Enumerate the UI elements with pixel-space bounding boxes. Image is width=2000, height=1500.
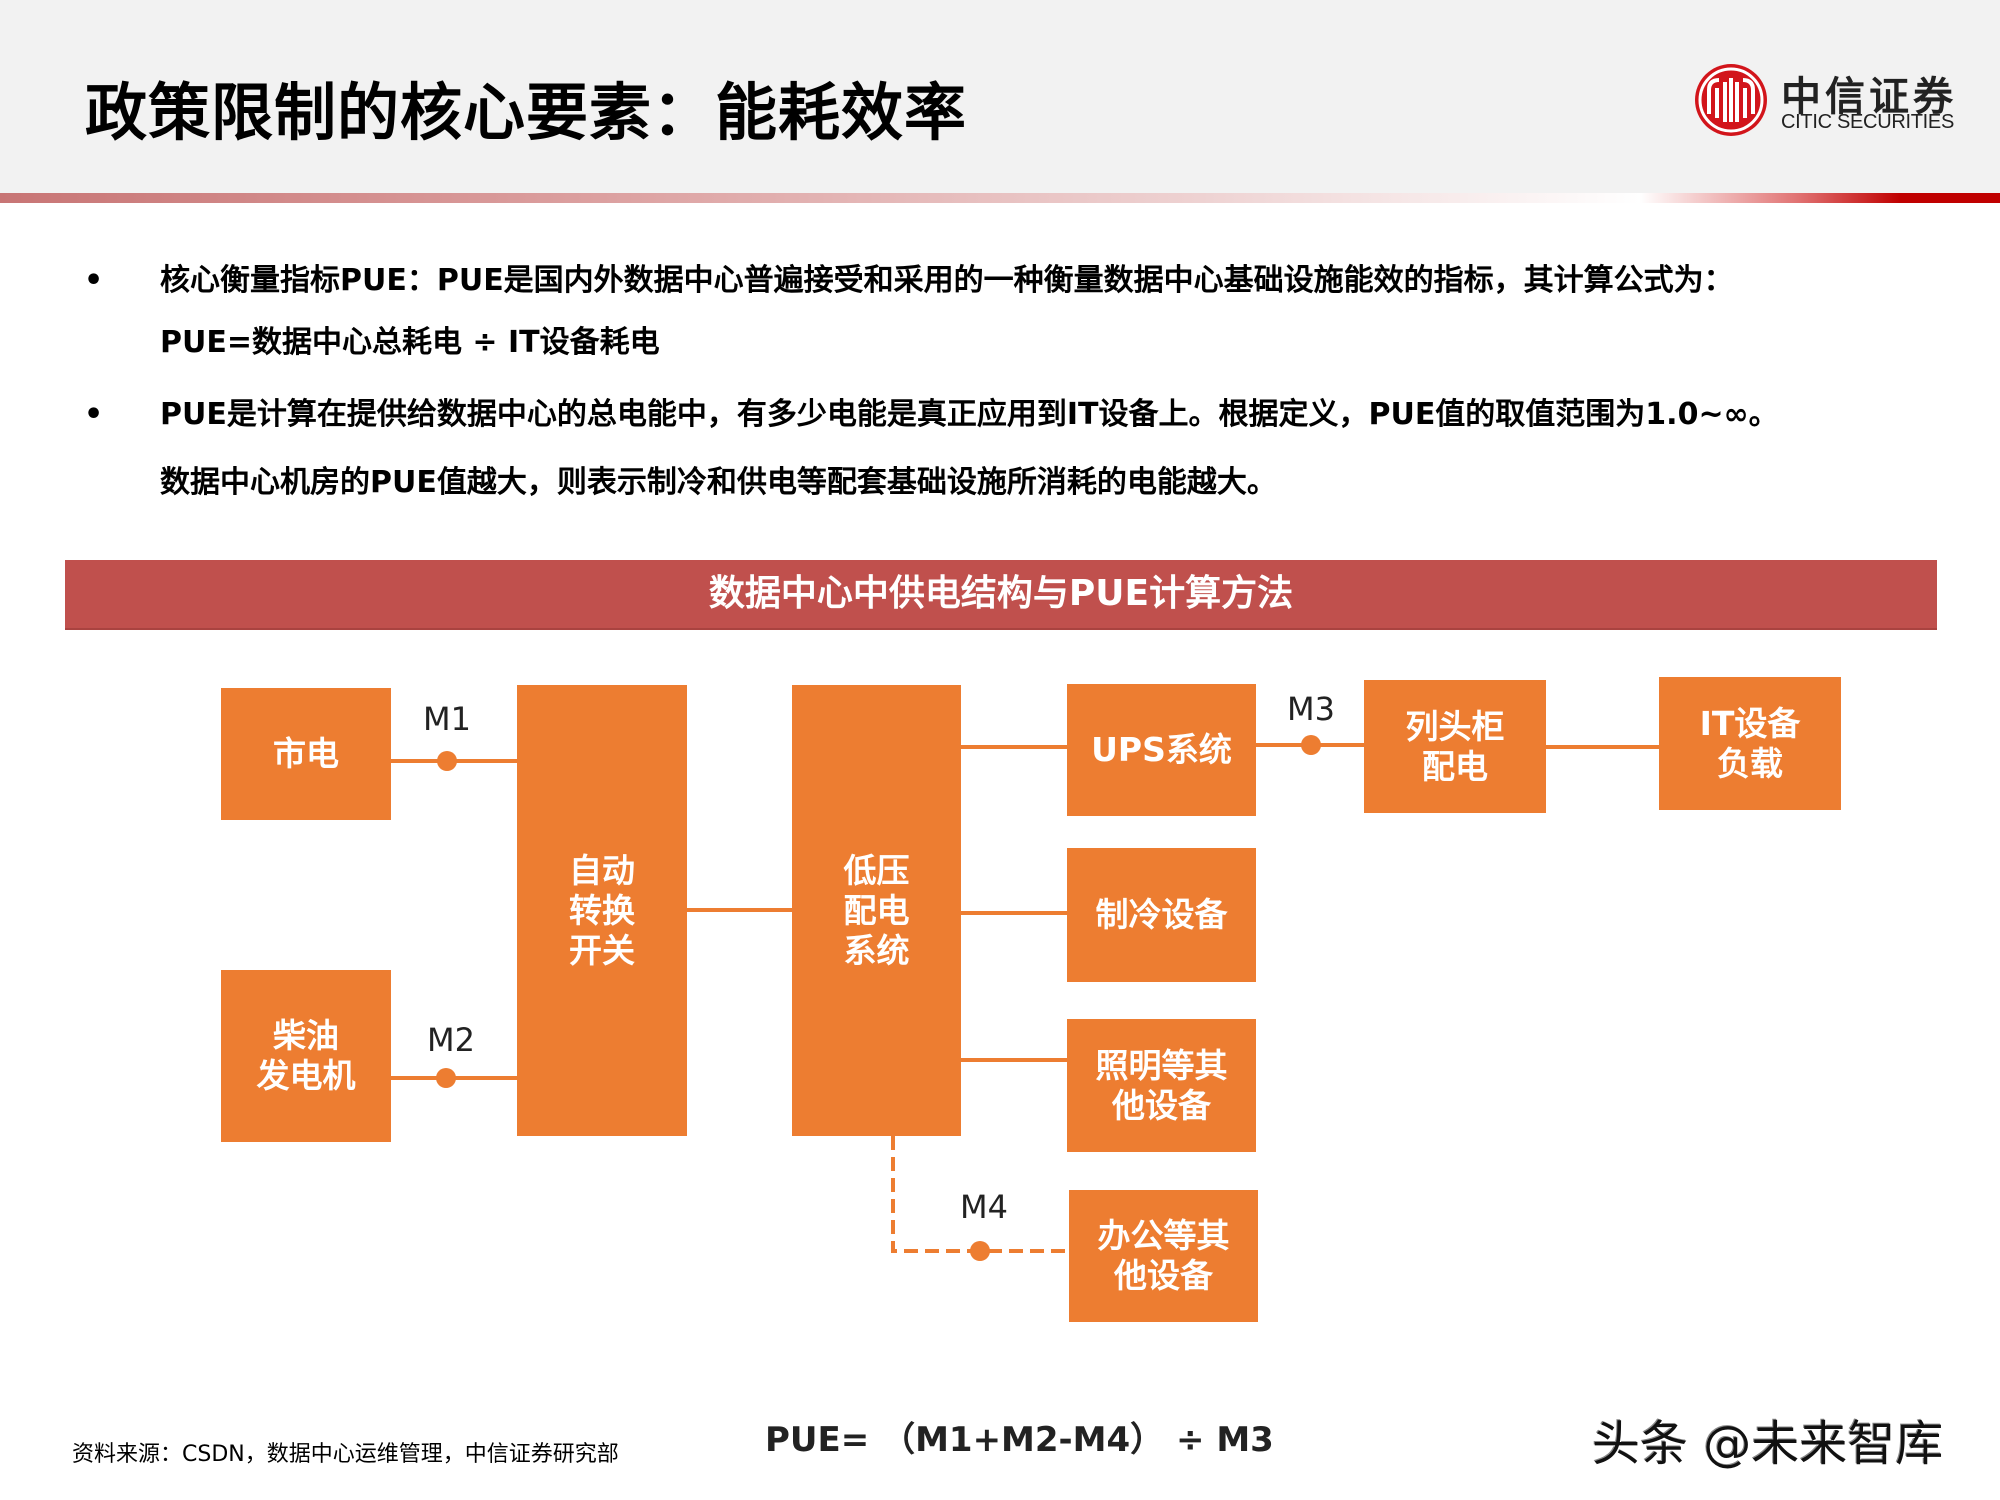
box-label: 他设备 xyxy=(1114,1256,1213,1295)
lv-distribution-box: 低压 配电 系统 xyxy=(792,685,961,1136)
bullet-item: • 核心衡量指标PUE：PUE是国内外数据中心普遍接受和采用的一种衡量数据中心基… xyxy=(80,250,1960,374)
logo-en-name: CITIC SECURITIES xyxy=(1781,111,1954,133)
box-label: 照明等其 xyxy=(1095,1045,1228,1085)
meter-m1-dot xyxy=(437,751,457,771)
row-cabinet-box: 列头柜 配电 xyxy=(1364,680,1546,813)
meter-m2-label: M2 xyxy=(427,1021,475,1059)
box-label: 自动 xyxy=(569,850,635,890)
citic-logo-icon xyxy=(1695,64,1767,136)
box-label: 列头柜 xyxy=(1405,706,1505,746)
office-box: 办公等其 他设备 xyxy=(1069,1190,1258,1322)
meter-m3-dot xyxy=(1301,735,1321,755)
bullet-text: PUE是计算在提供给数据中心的总电能中，有多少电能是真正应用到IT设备上。根据定… xyxy=(160,397,1779,432)
lighting-box: 照明等其 他设备 xyxy=(1067,1019,1256,1152)
box-label: 制冷设备 xyxy=(1095,895,1228,934)
page-title: 政策限制的核心要素：能耗效率 xyxy=(85,76,968,149)
bullet-text: 核心衡量指标PUE：PUE是国内外数据中心普遍接受和采用的一种衡量数据中心基础设… xyxy=(160,263,1734,298)
meter-m4-dot xyxy=(970,1241,990,1261)
it-load-box: IT设备 负载 xyxy=(1659,677,1841,810)
header-divider xyxy=(0,193,2000,203)
box-label: 市电 xyxy=(273,734,339,773)
meter-m3-label: M3 xyxy=(1287,690,1335,728)
meter-m2-dot xyxy=(436,1068,456,1088)
citic-logo: 中信证券 CITIC SECURITIES xyxy=(1695,64,1965,144)
bullet-list: • 核心衡量指标PUE：PUE是国内外数据中心普遍接受和采用的一种衡量数据中心基… xyxy=(80,250,1960,520)
cooling-box: 制冷设备 xyxy=(1067,848,1256,982)
box-label: 配电 xyxy=(843,890,910,930)
pue-formula: PUE= （M1+M2-M4） ÷ M3 xyxy=(765,1420,1274,1460)
city-power-box: 市电 xyxy=(221,688,391,820)
logo-cn-name: 中信证券 xyxy=(1781,73,1957,120)
box-label: 办公等其 xyxy=(1097,1216,1230,1255)
ups-box: UPS系统 xyxy=(1067,684,1256,816)
box-label: 配电 xyxy=(1422,746,1488,786)
box-label: 系统 xyxy=(843,930,910,970)
bullet-text: PUE=数据中心总耗电 ÷ IT设备耗电 xyxy=(160,325,660,360)
box-label: UPS系统 xyxy=(1091,730,1232,769)
box-label: 转换 xyxy=(569,890,635,930)
source-note: 资料来源：CSDN，数据中心运维管理，中信证券研究部 xyxy=(72,1442,619,1467)
ats-box: 自动 转换 开关 xyxy=(517,685,687,1136)
diesel-generator-box: 柴油 发电机 xyxy=(221,970,391,1142)
box-label: 他设备 xyxy=(1112,1085,1211,1125)
bullet-text: 数据中心机房的PUE值越大，则表示制冷和供电等配套基础设施所消耗的电能越大。 xyxy=(160,465,1277,500)
box-label: 发电机 xyxy=(256,1056,356,1095)
box-label: 柴油 xyxy=(273,1016,339,1055)
box-label: 低压 xyxy=(843,850,910,890)
meter-m4-label: M4 xyxy=(960,1188,1008,1226)
slide-header: 政策限制的核心要素：能耗效率 中信证券 CITIC SECURITIES xyxy=(0,0,2000,193)
watermark: 头条 @未来智库 xyxy=(1592,1416,1944,1472)
bullet-marker: • xyxy=(84,397,104,432)
box-label: 开关 xyxy=(569,930,635,970)
box-label: IT设备 xyxy=(1699,703,1801,743)
meter-m1-label: M1 xyxy=(423,700,471,738)
bullet-item: • PUE是计算在提供给数据中心的总电能中，有多少电能是真正应用到IT设备上。根… xyxy=(80,384,1960,520)
box-label: 负载 xyxy=(1717,743,1783,783)
bullet-marker: • xyxy=(84,263,104,298)
figure-title-banner: 数据中心中供电结构与PUE计算方法 xyxy=(65,560,1937,630)
